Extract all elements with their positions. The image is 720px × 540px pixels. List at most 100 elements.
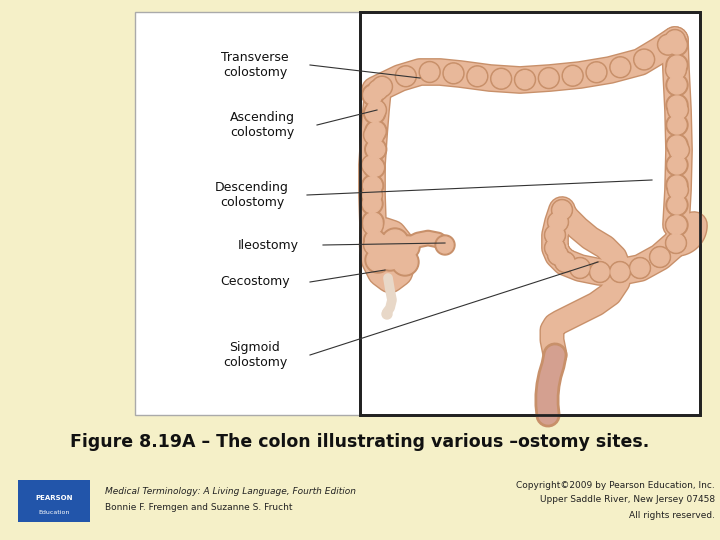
Circle shape [590, 262, 610, 282]
Circle shape [547, 227, 563, 243]
Circle shape [668, 156, 686, 174]
Circle shape [651, 248, 669, 266]
Text: Figure 8.19A – The colon illustrating various –ostomy sites.: Figure 8.19A – The colon illustrating va… [71, 433, 649, 451]
Circle shape [634, 49, 654, 70]
Circle shape [367, 101, 385, 119]
Circle shape [396, 235, 420, 259]
Circle shape [367, 249, 389, 271]
Circle shape [668, 235, 684, 251]
Circle shape [548, 212, 568, 232]
Circle shape [364, 86, 382, 104]
Circle shape [382, 309, 392, 319]
Circle shape [668, 196, 686, 214]
Text: Sigmoid
colostomy: Sigmoid colostomy [223, 341, 287, 369]
Circle shape [666, 94, 688, 116]
Circle shape [667, 216, 685, 234]
Text: Medical Terminology: A Living Language, Fourth Edition: Medical Terminology: A Living Language, … [105, 488, 356, 496]
Circle shape [361, 174, 384, 197]
Circle shape [544, 225, 565, 246]
Circle shape [362, 84, 384, 106]
Circle shape [611, 263, 629, 281]
Circle shape [366, 99, 387, 120]
Circle shape [588, 63, 606, 81]
Circle shape [374, 239, 406, 271]
Circle shape [667, 61, 685, 79]
Circle shape [590, 261, 611, 282]
Circle shape [666, 74, 688, 96]
Circle shape [555, 252, 575, 272]
Circle shape [366, 104, 384, 122]
Circle shape [363, 195, 381, 213]
Circle shape [366, 140, 384, 158]
Circle shape [610, 261, 631, 282]
Circle shape [363, 186, 381, 204]
Circle shape [368, 233, 392, 257]
Circle shape [437, 237, 453, 253]
Circle shape [545, 225, 565, 245]
Circle shape [665, 59, 686, 80]
Circle shape [652, 249, 668, 265]
Circle shape [667, 234, 685, 252]
Circle shape [668, 216, 686, 234]
Text: Bonnie F. Fremgen and Suzanne S. Frucht: Bonnie F. Fremgen and Suzanne S. Frucht [105, 503, 292, 511]
Circle shape [552, 200, 572, 220]
Circle shape [365, 120, 387, 142]
Circle shape [548, 245, 568, 265]
Circle shape [666, 154, 688, 176]
Circle shape [668, 136, 686, 154]
Circle shape [635, 51, 653, 69]
Circle shape [370, 235, 390, 255]
Circle shape [549, 246, 567, 264]
Circle shape [666, 174, 688, 196]
Circle shape [666, 114, 688, 136]
Bar [135, 12, 700, 415]
Text: Ileostomy: Ileostomy [238, 239, 299, 252]
Circle shape [398, 237, 418, 257]
Circle shape [393, 250, 417, 274]
Circle shape [611, 58, 629, 76]
Circle shape [373, 78, 391, 96]
Circle shape [367, 79, 389, 100]
Circle shape [490, 68, 512, 89]
Circle shape [544, 238, 565, 259]
Circle shape [666, 54, 688, 76]
Circle shape [668, 96, 686, 114]
Circle shape [391, 248, 419, 276]
Circle shape [665, 233, 686, 253]
Circle shape [547, 245, 569, 266]
Circle shape [666, 214, 688, 236]
Circle shape [547, 240, 563, 256]
Circle shape [629, 258, 650, 279]
Circle shape [419, 62, 440, 83]
Bar [360, 12, 700, 415]
Circle shape [668, 176, 686, 194]
Text: Education: Education [38, 510, 70, 515]
Bar [360, 12, 700, 415]
Circle shape [365, 138, 387, 160]
Circle shape [365, 159, 383, 177]
Circle shape [365, 247, 391, 273]
Circle shape [365, 126, 383, 144]
Circle shape [361, 185, 382, 206]
Circle shape [668, 116, 686, 134]
Circle shape [552, 199, 572, 220]
Circle shape [364, 234, 384, 255]
Circle shape [364, 102, 386, 124]
Circle shape [668, 139, 690, 160]
Circle shape [650, 247, 670, 267]
Circle shape [364, 216, 382, 234]
Text: Transverse
colostomy: Transverse colostomy [221, 51, 289, 79]
Circle shape [591, 263, 609, 281]
Circle shape [376, 241, 404, 269]
Circle shape [362, 214, 384, 235]
Circle shape [546, 239, 564, 257]
Circle shape [397, 68, 415, 85]
Circle shape [547, 212, 569, 233]
Bar [18, 480, 90, 522]
Circle shape [592, 264, 608, 280]
Circle shape [381, 228, 409, 256]
Circle shape [612, 264, 628, 280]
Circle shape [556, 253, 574, 271]
Circle shape [666, 194, 688, 216]
Circle shape [365, 236, 383, 254]
